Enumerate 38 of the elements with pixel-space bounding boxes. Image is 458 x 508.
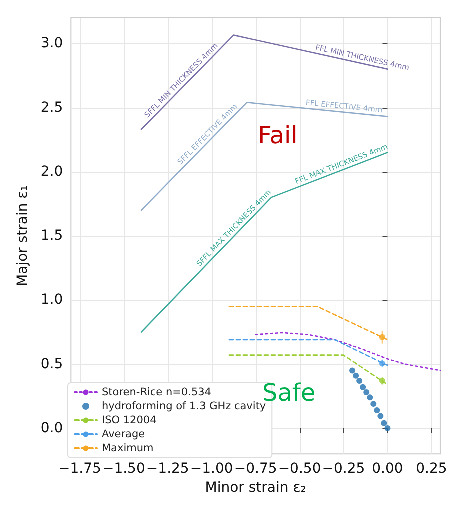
point: [353, 372, 360, 379]
x-tick-label: −1.00: [190, 461, 234, 478]
y-tick-label: 1.5: [40, 228, 64, 244]
point: [379, 360, 386, 367]
y-tick-label: 2.5: [40, 100, 64, 116]
y-axis-title: Major strain ε₁: [15, 186, 31, 286]
x-axis-title: Minor strain ε₂: [205, 480, 306, 496]
x-tick-label: 0.25: [416, 461, 448, 478]
x-tick-label: −0.75: [234, 461, 278, 478]
y-tick-label: 0.0: [40, 420, 64, 436]
point: [384, 425, 391, 432]
y-tick-label: 2.0: [40, 164, 64, 180]
x-tick-label: −1.25: [146, 461, 190, 478]
annotation: Fail: [258, 122, 298, 150]
point: [379, 334, 386, 340]
legend-label: Storen-Rice n=0.534: [102, 386, 212, 398]
point: [379, 378, 386, 384]
legend-label: Maximum: [102, 442, 154, 454]
x-tick-label: −0.25: [322, 461, 366, 478]
y-tick-label: 3.0: [40, 36, 64, 52]
point: [374, 407, 380, 414]
y-tick-label: 0.5: [40, 356, 64, 372]
point: [367, 394, 374, 401]
point: [370, 401, 377, 408]
point: [381, 420, 388, 426]
point: [378, 413, 384, 420]
line-series: [255, 332, 442, 372]
y-tick-label: 1.0: [40, 292, 64, 308]
point: [364, 390, 370, 396]
x-tick-label: 0.00: [372, 461, 404, 478]
x-tick-label: −0.50: [278, 461, 322, 478]
legend-label: ISO 12004: [102, 414, 158, 426]
point: [360, 384, 366, 390]
point: [356, 378, 363, 384]
legend-label: Average: [102, 428, 146, 440]
point: [350, 368, 356, 374]
x-tick-label: −1.50: [102, 461, 146, 478]
x-tick-label: −1.75: [58, 461, 102, 478]
